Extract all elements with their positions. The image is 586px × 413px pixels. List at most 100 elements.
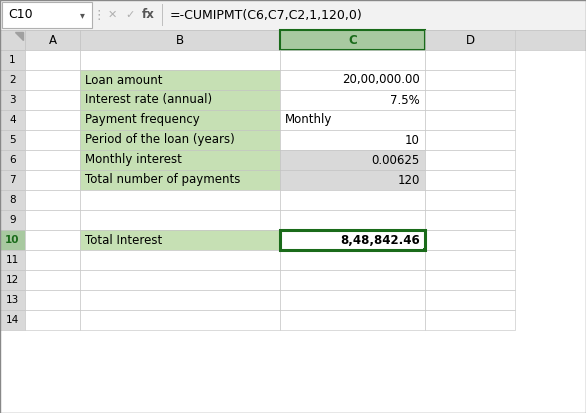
Text: ✓: ✓ — [125, 10, 135, 20]
Bar — [80, 270, 280, 290]
Bar — [425, 110, 515, 130]
Text: C10: C10 — [8, 9, 33, 21]
Bar — [25, 190, 80, 210]
Text: 20,00,000.00: 20,00,000.00 — [342, 74, 420, 86]
Text: Total Interest: Total Interest — [85, 233, 162, 247]
Text: 0.00625: 0.00625 — [372, 154, 420, 166]
Text: 11: 11 — [6, 255, 19, 265]
Bar — [80, 230, 280, 250]
Bar — [162, 4, 163, 26]
Bar — [0, 30, 25, 50]
Text: Interest rate (annual): Interest rate (annual) — [85, 93, 212, 107]
Bar — [80, 70, 280, 90]
Bar — [0, 150, 25, 170]
Bar — [423, 248, 427, 252]
Bar — [25, 50, 80, 70]
Bar — [25, 30, 80, 50]
Bar — [0, 170, 25, 190]
Bar — [280, 310, 425, 330]
Bar — [280, 230, 425, 250]
Bar — [280, 110, 425, 130]
Text: 5: 5 — [9, 135, 16, 145]
Text: A: A — [49, 33, 56, 47]
Bar — [80, 150, 280, 170]
Bar — [25, 290, 80, 310]
Bar — [280, 290, 425, 310]
Bar — [80, 190, 280, 210]
Text: =-CUMIPMT(C6,C7,C2,1,120,0): =-CUMIPMT(C6,C7,C2,1,120,0) — [170, 9, 363, 21]
Bar — [280, 30, 425, 50]
Bar — [280, 90, 425, 110]
Bar — [425, 150, 515, 170]
Bar — [0, 50, 25, 70]
Text: 7.5%: 7.5% — [390, 93, 420, 107]
Text: 10: 10 — [5, 235, 20, 245]
Bar — [425, 310, 515, 330]
Text: 4: 4 — [9, 115, 16, 125]
Bar — [280, 130, 425, 150]
Text: ✕: ✕ — [107, 10, 117, 20]
Bar — [80, 250, 280, 270]
Bar — [80, 310, 280, 330]
Bar — [80, 130, 280, 150]
Text: ⋮: ⋮ — [93, 9, 105, 21]
Bar — [0, 250, 25, 270]
Text: Total number of payments: Total number of payments — [85, 173, 240, 187]
Text: 13: 13 — [6, 295, 19, 305]
Bar — [25, 210, 80, 230]
Bar — [25, 230, 80, 250]
Text: 1: 1 — [9, 55, 16, 65]
Bar — [425, 30, 515, 50]
Bar — [25, 150, 80, 170]
Text: D: D — [465, 33, 475, 47]
Text: C: C — [348, 33, 357, 47]
Bar — [0, 90, 25, 110]
Bar — [80, 110, 280, 130]
Text: Loan amount: Loan amount — [85, 74, 162, 86]
Bar — [0, 110, 25, 130]
Bar — [0, 310, 25, 330]
Text: ▾: ▾ — [80, 10, 84, 20]
Bar — [25, 250, 80, 270]
Bar — [280, 190, 425, 210]
Polygon shape — [15, 32, 23, 40]
Text: 7: 7 — [9, 175, 16, 185]
Text: 8: 8 — [9, 195, 16, 205]
Bar — [80, 170, 280, 190]
Bar — [425, 170, 515, 190]
Bar — [280, 50, 425, 70]
Bar — [425, 70, 515, 90]
Bar — [425, 290, 515, 310]
Bar — [425, 90, 515, 110]
Text: B: B — [176, 33, 184, 47]
Bar — [425, 250, 515, 270]
Bar — [0, 0, 586, 30]
Text: 9: 9 — [9, 215, 16, 225]
Bar — [280, 70, 425, 90]
Bar — [425, 50, 515, 70]
Text: Monthly interest: Monthly interest — [85, 154, 182, 166]
Text: 2: 2 — [9, 75, 16, 85]
Text: fx: fx — [142, 9, 155, 21]
Bar — [280, 230, 425, 250]
Bar — [80, 90, 280, 110]
Text: 12: 12 — [6, 275, 19, 285]
Bar — [425, 210, 515, 230]
Bar — [0, 210, 25, 230]
Bar — [80, 30, 280, 50]
Bar — [25, 270, 80, 290]
Bar — [80, 50, 280, 70]
Bar — [425, 190, 515, 210]
Bar — [280, 270, 425, 290]
Text: 10: 10 — [405, 133, 420, 147]
Bar — [0, 30, 586, 50]
Bar — [0, 70, 25, 90]
Bar — [25, 170, 80, 190]
Bar — [280, 150, 425, 170]
Bar — [425, 270, 515, 290]
Text: Monthly: Monthly — [285, 114, 332, 126]
Bar — [0, 130, 25, 150]
Bar — [280, 250, 425, 270]
Bar — [25, 130, 80, 150]
Text: Payment frequency: Payment frequency — [85, 114, 200, 126]
